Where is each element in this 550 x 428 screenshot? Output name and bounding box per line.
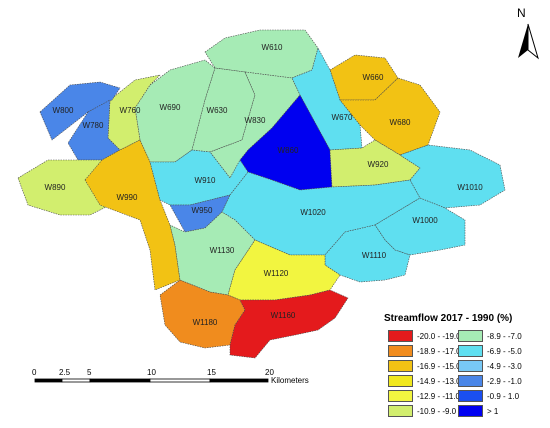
watershed-label: W630 xyxy=(207,106,228,115)
scale-bar xyxy=(34,378,269,383)
watershed-label: W1180 xyxy=(193,318,218,327)
scale-tick-label: 2.5 xyxy=(59,368,71,377)
watershed-label: W680 xyxy=(390,118,411,127)
legend-title: Streamflow 2017 - 1990 (%) xyxy=(384,313,513,324)
watershed-label: W610 xyxy=(262,43,283,52)
scale-tick-label: 20 xyxy=(265,368,274,377)
legend-item: -12.9 - -11.0 xyxy=(388,390,460,402)
legend-item: -6.9 - -5.0 xyxy=(458,345,522,357)
legend-swatch xyxy=(388,405,413,417)
scale-segment xyxy=(34,378,63,383)
north-label: N xyxy=(517,6,526,20)
legend-swatch xyxy=(388,345,413,357)
watershed-label: W990 xyxy=(117,193,138,202)
watershed-label: W950 xyxy=(192,206,213,215)
scale-tick-label: 5 xyxy=(87,368,92,377)
watershed-label: W1010 xyxy=(457,183,483,192)
legend-label: -6.9 - -5.0 xyxy=(487,346,522,356)
watershed-w990 xyxy=(84,139,181,291)
watershed-label: W1020 xyxy=(300,208,326,217)
legend-label: -2.9 - -1.0 xyxy=(487,376,522,386)
legend-swatch xyxy=(388,390,413,402)
watershed-w1160 xyxy=(229,289,349,359)
watershed-w1000 xyxy=(374,197,466,256)
legend-label: -0.9 - 1.0 xyxy=(487,391,520,401)
watershed-label: W1120 xyxy=(264,269,289,278)
legend-label: -20.0 - -19.0 xyxy=(417,331,461,341)
legend-label: -10.9 - -9.0 xyxy=(417,406,457,416)
watershed-label: W690 xyxy=(160,103,181,112)
scale-tick-label: 15 xyxy=(207,368,216,377)
legend-item: -4.9 - -3.0 xyxy=(458,360,522,372)
legend-item: -14.9 - -13.0 xyxy=(388,375,461,387)
watershed-label: W670 xyxy=(332,113,353,122)
watershed-label: W760 xyxy=(120,106,141,115)
legend-swatch xyxy=(458,405,483,417)
legend-swatch xyxy=(458,375,483,387)
watershed-label: W910 xyxy=(195,176,216,185)
legend-swatch xyxy=(458,330,483,342)
watershed-label: W800 xyxy=(53,106,74,115)
watershed-label: W1000 xyxy=(412,216,438,225)
legend-item: -10.9 - -9.0 xyxy=(388,405,456,417)
watershed-w630 xyxy=(191,67,256,153)
watershed-w670 xyxy=(291,47,363,151)
legend-label: > 1 xyxy=(487,406,499,416)
scale-segment xyxy=(89,378,151,383)
north-arrow-icon xyxy=(518,23,539,60)
legend-label: -8.9 - -7.0 xyxy=(487,331,522,341)
legend-label: -18.9 - -17.0 xyxy=(417,346,461,356)
legend-item: -8.9 - -7.0 xyxy=(458,330,522,342)
scale-segment xyxy=(61,378,91,383)
scale-segment xyxy=(209,378,269,383)
legend-item: > 1 xyxy=(458,405,498,417)
legend-swatch xyxy=(388,360,413,372)
watershed-w910 xyxy=(149,149,249,206)
legend-label: -4.9 - -3.0 xyxy=(487,361,522,371)
legend-label: -14.9 - -13.0 xyxy=(417,376,461,386)
watershed-label: W830 xyxy=(245,116,266,125)
legend-swatch xyxy=(458,390,483,402)
watershed-label: W780 xyxy=(83,121,104,130)
legend-item: -0.9 - 1.0 xyxy=(458,390,519,402)
legend-swatch xyxy=(388,375,413,387)
legend-swatch xyxy=(388,330,413,342)
watershed-w680 xyxy=(339,77,441,156)
watershed-label: W1130 xyxy=(210,246,235,255)
scale-tick-label: 10 xyxy=(147,368,156,377)
scale-unit: Kilometers xyxy=(271,376,309,385)
watershed-label: W860 xyxy=(278,146,299,155)
legend-item: -18.9 - -17.0 xyxy=(388,345,461,357)
legend-item: -16.9 - -15.0 xyxy=(388,360,461,372)
scale-tick-label: 0 xyxy=(32,368,37,377)
legend-swatch xyxy=(458,360,483,372)
watershed-label: W1160 xyxy=(271,311,296,320)
watershed-label: W1110 xyxy=(362,251,387,260)
watershed-w800 xyxy=(39,81,121,141)
watershed-label: W920 xyxy=(368,160,389,169)
legend-label: -12.9 - -11.0 xyxy=(417,391,460,401)
watershed-label: W890 xyxy=(45,183,66,192)
scale-segment xyxy=(149,378,211,383)
legend-item: -2.9 - -1.0 xyxy=(458,375,522,387)
watershed-label: W660 xyxy=(363,73,384,82)
legend-swatch xyxy=(458,345,483,357)
legend-item: -20.0 - -19.0 xyxy=(388,330,461,342)
legend-label: -16.9 - -15.0 xyxy=(417,361,461,371)
